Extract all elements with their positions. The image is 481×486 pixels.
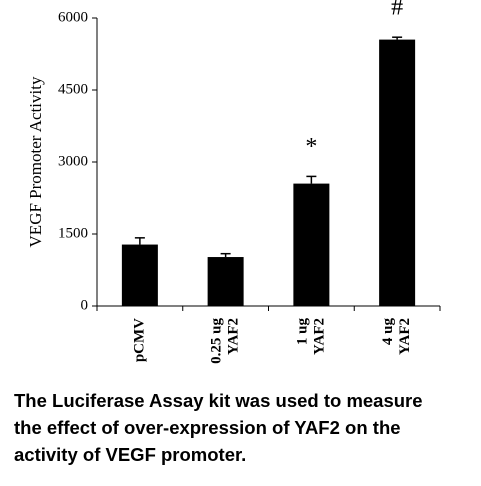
x-tick-label: 0.25 ug — [209, 318, 225, 364]
caption-line: the effect of over-expression of YAF2 on… — [14, 417, 401, 438]
y-tick-label: 0 — [81, 297, 89, 313]
y-tick-label: 3000 — [58, 153, 88, 169]
y-tick-label: 1500 — [58, 225, 88, 241]
x-tick-label: 4 ug — [380, 318, 396, 346]
bar — [121, 244, 158, 306]
caption-line: activity of VEGF promoter. — [14, 444, 246, 465]
x-tick-label: 1 ug — [294, 318, 310, 346]
y-axis-label: VEGF Promoter Activity — [26, 76, 45, 247]
x-tick-label: YAF2 — [397, 318, 413, 355]
y-tick-label: 6000 — [58, 9, 88, 25]
x-tick-label: pCMV — [131, 318, 147, 362]
bar — [207, 257, 244, 306]
bar-annotation: # — [391, 0, 403, 21]
bar — [379, 39, 416, 306]
x-tick-label: YAF2 — [226, 318, 242, 355]
x-tick-label: YAF2 — [311, 318, 327, 355]
caption-line: The Luciferase Assay kit was used to mea… — [14, 390, 423, 411]
bar-annotation: * — [305, 134, 317, 160]
y-tick-label: 4500 — [58, 81, 88, 97]
bar — [293, 183, 330, 306]
